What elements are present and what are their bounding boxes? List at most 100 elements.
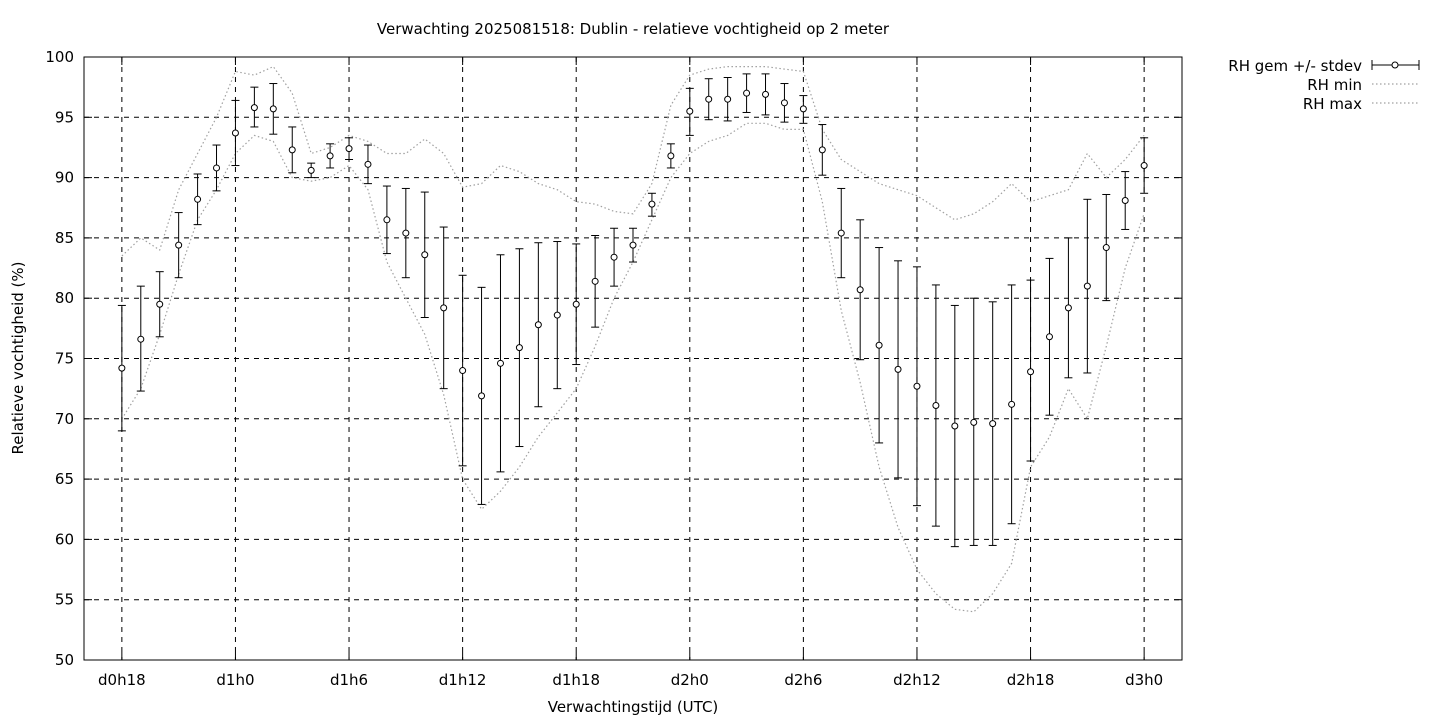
y-tick-label: 65 xyxy=(55,470,74,488)
x-tick-label: d2h12 xyxy=(893,671,941,689)
errorbar-point xyxy=(534,242,543,408)
y-tick-label: 100 xyxy=(45,48,74,66)
mean-point xyxy=(970,418,978,426)
legend-key-mean xyxy=(1371,60,1420,70)
mean-point xyxy=(951,422,959,430)
errorbar-point xyxy=(496,254,505,473)
errorbar-point xyxy=(458,274,467,467)
errorbar-point xyxy=(723,77,732,122)
errorbar-point xyxy=(231,99,240,167)
mean-point xyxy=(591,277,599,285)
mean-point xyxy=(667,152,675,160)
mean-point xyxy=(610,253,618,261)
y-ticks: 50 55 60 65 70 75 80 85 90 95 100 xyxy=(45,48,1182,669)
errorbar-point xyxy=(761,73,770,116)
mean-point xyxy=(231,129,239,137)
errorbar-point xyxy=(818,124,827,176)
mean-point xyxy=(686,107,694,115)
mean-point xyxy=(1083,282,1091,290)
errorbar-point xyxy=(629,227,637,263)
mean-point xyxy=(762,90,770,98)
errorbar-point xyxy=(950,304,959,548)
chart-title: Verwachting 2025081518: Dublin - relatie… xyxy=(377,20,890,38)
y-tick-label: 85 xyxy=(55,229,74,247)
errorbar-point xyxy=(420,191,429,318)
errorbar-point xyxy=(799,95,808,124)
mean-point xyxy=(724,95,732,103)
series-rh-max-line xyxy=(121,65,1145,257)
mean-point xyxy=(478,392,486,400)
mean-point xyxy=(288,146,296,154)
mean-point xyxy=(1064,304,1072,312)
x-tick-label: d2h6 xyxy=(784,671,822,689)
legend-entry-max: RH max xyxy=(1303,95,1362,113)
errorbar-point xyxy=(685,87,694,136)
errorbar-point xyxy=(1045,257,1054,416)
legend: RH gem +/- stdev RH min RH max xyxy=(1228,57,1420,113)
mean-point xyxy=(515,344,523,352)
mean-point xyxy=(269,105,277,113)
mean-point xyxy=(307,166,315,174)
errorbar-point xyxy=(401,187,410,279)
errorbar-point xyxy=(477,286,486,505)
mean-point xyxy=(629,241,637,249)
y-tick-label: 55 xyxy=(55,591,74,609)
errorbar-point xyxy=(875,247,884,444)
errorbar-point xyxy=(856,219,865,361)
errorbar-point xyxy=(212,144,221,192)
x-tick-label: d2h0 xyxy=(671,671,709,689)
errorbar-point xyxy=(326,143,335,169)
errorbar-point xyxy=(439,226,448,390)
mean-point xyxy=(780,99,788,107)
y-tick-label: 90 xyxy=(55,169,74,187)
mean-point xyxy=(1121,197,1129,205)
mean-point xyxy=(856,286,864,294)
errorbar-point xyxy=(1102,193,1111,302)
mean-point xyxy=(1140,162,1148,170)
mean-point xyxy=(553,311,561,319)
errorbar-point xyxy=(269,83,278,135)
mean-point xyxy=(137,335,145,343)
errorbar-point xyxy=(704,78,713,121)
mean-point xyxy=(326,152,334,160)
errorbar-point xyxy=(1026,279,1035,462)
mean-point xyxy=(1045,333,1053,341)
errorbar-point xyxy=(307,162,316,179)
errorbar-point xyxy=(345,137,354,161)
mean-point xyxy=(421,251,429,259)
y-tick-label: 80 xyxy=(55,289,74,307)
mean-point xyxy=(894,365,902,373)
errorbar-point xyxy=(1083,198,1092,374)
legend-entry-mean: RH gem +/- stdev xyxy=(1228,57,1362,75)
errorbar-point xyxy=(894,260,903,479)
plot-frame xyxy=(83,56,1183,661)
errorbar-point xyxy=(515,248,524,448)
y-tick-label: 60 xyxy=(55,530,74,548)
errorbar-point xyxy=(647,192,656,217)
mean-point xyxy=(875,341,883,349)
errorbar-point xyxy=(117,304,126,432)
errorbar-point xyxy=(288,126,297,174)
mean-point xyxy=(194,195,202,203)
mean-point xyxy=(118,364,126,372)
y-tick-label: 95 xyxy=(55,108,74,126)
x-tick-label: d0h18 xyxy=(98,671,146,689)
mean-point xyxy=(913,382,921,390)
x-tick-label: d2h18 xyxy=(1007,671,1055,689)
errorbar-point xyxy=(969,297,978,546)
errorbar-point xyxy=(250,86,259,128)
x-axis-label: Verwachtingstijd (UTC) xyxy=(548,698,719,716)
y-tick-label: 50 xyxy=(55,651,74,669)
mean-point xyxy=(175,241,183,249)
mean-point xyxy=(932,402,940,410)
mean-point xyxy=(1027,368,1035,376)
errorbar-point xyxy=(988,301,997,546)
errorbar-point xyxy=(742,73,751,113)
errorbar-point xyxy=(666,143,675,169)
mean-point xyxy=(250,104,258,112)
x-tick-label: d1h18 xyxy=(552,671,600,689)
errorbar-point xyxy=(780,83,789,123)
errorbar-point xyxy=(1064,237,1073,379)
y-tick-label: 70 xyxy=(55,410,74,428)
mean-point xyxy=(1102,244,1110,252)
